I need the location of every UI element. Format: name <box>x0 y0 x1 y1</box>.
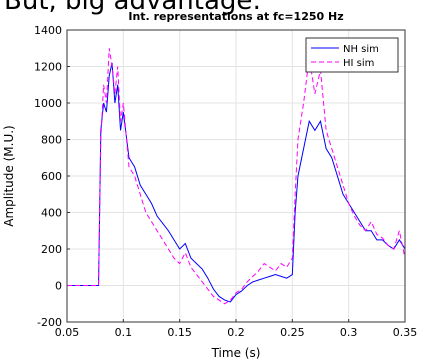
x-tick-label: 0.2 <box>227 326 245 339</box>
x-tick-label: 0.1 <box>115 326 133 339</box>
x-tick-label: 0.05 <box>55 326 80 339</box>
slide-header: But, big advantage: <box>4 0 261 16</box>
y-tick-label: 1400 <box>34 24 62 37</box>
y-tick-label: -200 <box>37 316 62 329</box>
y-axis-label: Amplitude (M.U.) <box>2 125 16 226</box>
data-line <box>67 62 406 303</box>
plot-frame <box>66 29 406 323</box>
y-tick-label: 1000 <box>34 97 62 110</box>
x-axis-label: Time (s) <box>211 346 261 360</box>
legend-box <box>305 37 399 73</box>
y-tick-label: 200 <box>41 243 62 256</box>
y-tick-label: 1200 <box>34 61 62 74</box>
legend-label: NH sim <box>343 44 379 55</box>
y-tick-label: 800 <box>41 134 62 147</box>
chart-title: Int. representations at fc=1250 Hz <box>128 10 343 23</box>
x-tick-label: 0.15 <box>167 326 192 339</box>
data-line <box>67 48 406 305</box>
x-tick-label: 0.3 <box>340 326 358 339</box>
y-tick-label: 600 <box>41 170 62 183</box>
legend-label: HI sim <box>343 58 374 69</box>
y-tick-label: 0 <box>55 280 62 293</box>
y-tick-label: 400 <box>41 207 62 220</box>
x-tick-label: 0.35 <box>393 326 418 339</box>
x-tick-label: 0.25 <box>280 326 305 339</box>
